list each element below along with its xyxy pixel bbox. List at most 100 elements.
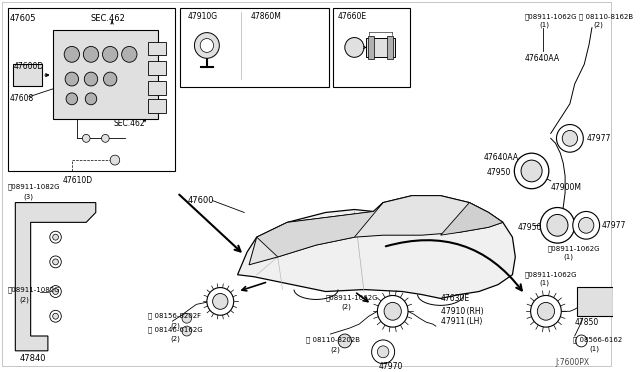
Circle shape	[378, 295, 408, 327]
Circle shape	[50, 256, 61, 268]
Circle shape	[515, 153, 549, 189]
Text: (2): (2)	[170, 336, 180, 343]
Text: (1): (1)	[540, 280, 549, 286]
Text: J:7600PX: J:7600PX	[556, 358, 589, 367]
Circle shape	[182, 313, 191, 323]
Bar	[333, 8, 410, 87]
Circle shape	[384, 302, 401, 320]
Bar	[8, 8, 175, 171]
Text: 47840: 47840	[19, 354, 45, 363]
Text: (3): (3)	[23, 194, 33, 200]
Circle shape	[85, 93, 97, 105]
Text: (2): (2)	[170, 322, 180, 328]
Text: Ⓑ 08156-8202F: Ⓑ 08156-8202F	[148, 312, 202, 319]
Polygon shape	[257, 203, 383, 257]
Circle shape	[50, 286, 61, 298]
Text: ⓝ08911-1082G: ⓝ08911-1082G	[8, 184, 60, 190]
Bar	[366, 38, 395, 57]
Text: (2): (2)	[594, 22, 604, 28]
Text: 47950: 47950	[517, 223, 541, 232]
Circle shape	[65, 72, 79, 86]
Circle shape	[64, 46, 79, 62]
Bar	[52, 30, 158, 119]
Circle shape	[83, 134, 90, 142]
Circle shape	[538, 302, 555, 320]
Circle shape	[575, 335, 587, 347]
Circle shape	[84, 72, 98, 86]
Circle shape	[50, 310, 61, 322]
Polygon shape	[249, 196, 503, 265]
Text: 47608: 47608	[10, 94, 34, 103]
Circle shape	[104, 72, 117, 86]
Polygon shape	[237, 196, 515, 298]
Text: 47600: 47600	[188, 196, 214, 205]
Bar	[148, 61, 166, 75]
Polygon shape	[15, 203, 96, 351]
Bar	[13, 64, 42, 86]
Ellipse shape	[268, 42, 284, 52]
Text: 47600D: 47600D	[13, 62, 44, 71]
Circle shape	[52, 234, 58, 240]
Circle shape	[66, 93, 77, 105]
Bar	[148, 81, 166, 95]
Bar	[180, 8, 328, 87]
Text: 47977: 47977	[586, 134, 611, 143]
Text: 47630E: 47630E	[440, 295, 470, 304]
Circle shape	[378, 346, 389, 358]
Circle shape	[531, 295, 561, 327]
Text: 47900M: 47900M	[551, 183, 582, 192]
Circle shape	[557, 125, 583, 152]
Text: 47910G: 47910G	[188, 12, 218, 21]
Text: ⓝ08911-1062G: ⓝ08911-1062G	[525, 272, 577, 278]
Circle shape	[573, 211, 600, 239]
Circle shape	[212, 294, 228, 309]
Text: 47605: 47605	[10, 14, 36, 23]
Circle shape	[372, 340, 395, 364]
Bar	[148, 99, 166, 113]
Text: SEC.462: SEC.462	[91, 14, 126, 23]
Text: 47950: 47950	[486, 168, 511, 177]
Circle shape	[521, 160, 542, 182]
Circle shape	[102, 46, 118, 62]
Text: Ⓑ 08110-8162B: Ⓑ 08110-8162B	[579, 14, 634, 20]
Text: ⓝ08911-1062G: ⓝ08911-1062G	[326, 295, 378, 301]
Circle shape	[338, 334, 351, 348]
Text: Ⓑ 08110-8202B: Ⓑ 08110-8202B	[307, 336, 360, 343]
Text: (2): (2)	[341, 304, 351, 310]
Circle shape	[182, 326, 191, 336]
Text: 47911 (LH): 47911 (LH)	[440, 317, 482, 326]
Circle shape	[50, 231, 61, 243]
Bar	[387, 36, 393, 59]
Text: ⓝ08911-1082G: ⓝ08911-1082G	[8, 286, 60, 293]
Circle shape	[200, 39, 214, 52]
Text: (1): (1)	[563, 254, 573, 260]
Text: (1): (1)	[540, 22, 549, 28]
Circle shape	[547, 214, 568, 236]
Circle shape	[52, 289, 58, 295]
Circle shape	[83, 46, 99, 62]
Circle shape	[110, 155, 120, 165]
Text: Ⓑ 08146-6162G: Ⓑ 08146-6162G	[148, 326, 203, 333]
Text: 47850: 47850	[575, 318, 599, 327]
Text: 47977: 47977	[602, 221, 626, 230]
Text: ⓝ08911-1062G: ⓝ08911-1062G	[548, 245, 600, 252]
Text: (2): (2)	[330, 347, 340, 353]
Text: Ⓢ 08566-6162: Ⓢ 08566-6162	[573, 336, 622, 343]
Text: 47970: 47970	[378, 362, 403, 371]
Bar	[577, 286, 613, 316]
Text: (2): (2)	[19, 296, 29, 303]
Circle shape	[562, 131, 577, 146]
Text: 47660E: 47660E	[337, 12, 366, 21]
Polygon shape	[440, 203, 503, 235]
Circle shape	[579, 217, 594, 233]
Text: (1): (1)	[589, 346, 599, 352]
Circle shape	[207, 288, 234, 315]
Text: SEC.462: SEC.462	[113, 119, 145, 128]
Circle shape	[52, 259, 58, 265]
Text: 47860M: 47860M	[251, 12, 282, 21]
Circle shape	[102, 134, 109, 142]
Circle shape	[52, 313, 58, 319]
Circle shape	[345, 38, 364, 57]
Text: ⓝ08911-1062G: ⓝ08911-1062G	[525, 14, 577, 20]
Circle shape	[195, 33, 220, 58]
